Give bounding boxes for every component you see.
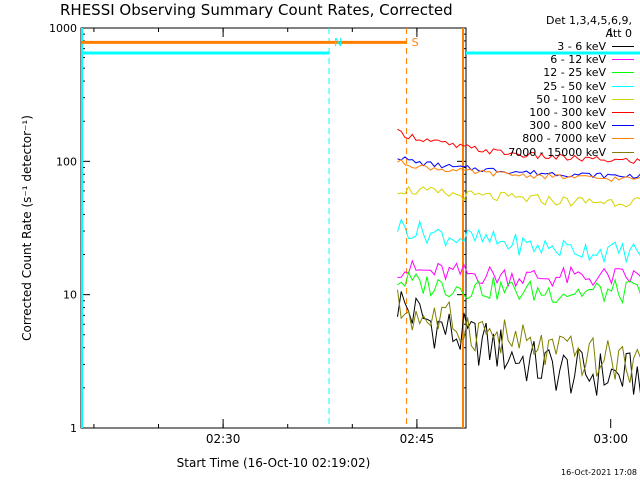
series-line-6-12-kev <box>397 259 640 288</box>
legend-item: 6 - 12 keV <box>508 53 634 66</box>
y-tick-label: 1000 <box>49 22 77 35</box>
x-tick-label: 03:00 <box>593 432 628 446</box>
legend-header-attenuator: Att 0 <box>605 27 632 40</box>
legend-swatch <box>612 112 634 114</box>
legend-swatch <box>612 85 634 87</box>
series-line-12-25-kev <box>397 270 640 305</box>
legend-swatch <box>612 125 634 127</box>
legend-header-detectors: Det 1,3,4,5,6,9, <box>545 14 632 27</box>
plot-frame <box>80 27 467 429</box>
legend-label: 50 - 100 keV <box>536 92 606 106</box>
y-tick-label: 1 <box>70 422 77 435</box>
y-axis-title: Corrected Count Rate (s⁻¹ detector⁻¹) <box>20 115 34 341</box>
series-line-50-100-kev <box>397 185 640 208</box>
legend-swatch <box>612 46 634 48</box>
x-tick-label: 02:45 <box>400 432 435 446</box>
legend-item: 300 - 800 keV <box>508 119 634 132</box>
legend-label: 3 - 6 keV <box>557 40 606 54</box>
legend-label: 300 - 800 keV <box>529 119 606 133</box>
x-tick-label: 02:30 <box>206 432 241 446</box>
legend-item: 3 - 6 keV <box>508 40 634 53</box>
legend-swatch <box>612 98 634 100</box>
legend-item: 7000 - 15000 keV <box>508 146 634 159</box>
y-tick-label: 100 <box>56 155 77 168</box>
chart-title: RHESSI Observing Summary Count Rates, Co… <box>60 1 453 19</box>
legend-label: 6 - 12 keV <box>550 53 606 67</box>
legend-item: 12 - 25 keV <box>508 66 634 79</box>
legend-item: 800 - 7000 keV <box>508 132 634 145</box>
legend-swatch <box>612 59 634 61</box>
series-line-300-800-kev <box>397 156 640 179</box>
y-tick-label: 10 <box>63 289 77 302</box>
legend: 3 - 6 keV 6 - 12 keV 12 - 25 keV 25 - 50 ke… <box>508 40 634 159</box>
legend-label: 25 - 50 keV <box>543 79 606 93</box>
series-line-800-7000-kev <box>397 159 640 183</box>
legend-swatch <box>612 138 634 140</box>
flag-label-s: S <box>412 36 419 49</box>
legend-swatch <box>612 72 634 74</box>
legend-label: 800 - 7000 keV <box>522 132 606 146</box>
legend-item: 25 - 50 keV <box>508 80 634 93</box>
legend-swatch <box>612 151 634 153</box>
legend-item: 50 - 100 keV <box>508 93 634 106</box>
legend-item: 100 - 300 keV <box>508 106 634 119</box>
series-line-25-50-kev <box>397 218 640 264</box>
series-line-7000-15000-kev <box>397 289 640 383</box>
generation-timestamp: 16-Oct-2021 17:08 <box>561 468 637 477</box>
legend-label: 100 - 300 keV <box>529 106 606 120</box>
x-axis-title: Start Time (16-Oct-10 02:19:02) <box>177 456 371 470</box>
series-line-3-6-kev <box>397 291 640 396</box>
series-line-100-300-kev <box>397 128 640 165</box>
legend-label: 12 - 25 keV <box>543 66 606 80</box>
legend-label: 7000 - 15000 keV <box>508 145 606 159</box>
flag-label-n: N <box>334 36 342 49</box>
